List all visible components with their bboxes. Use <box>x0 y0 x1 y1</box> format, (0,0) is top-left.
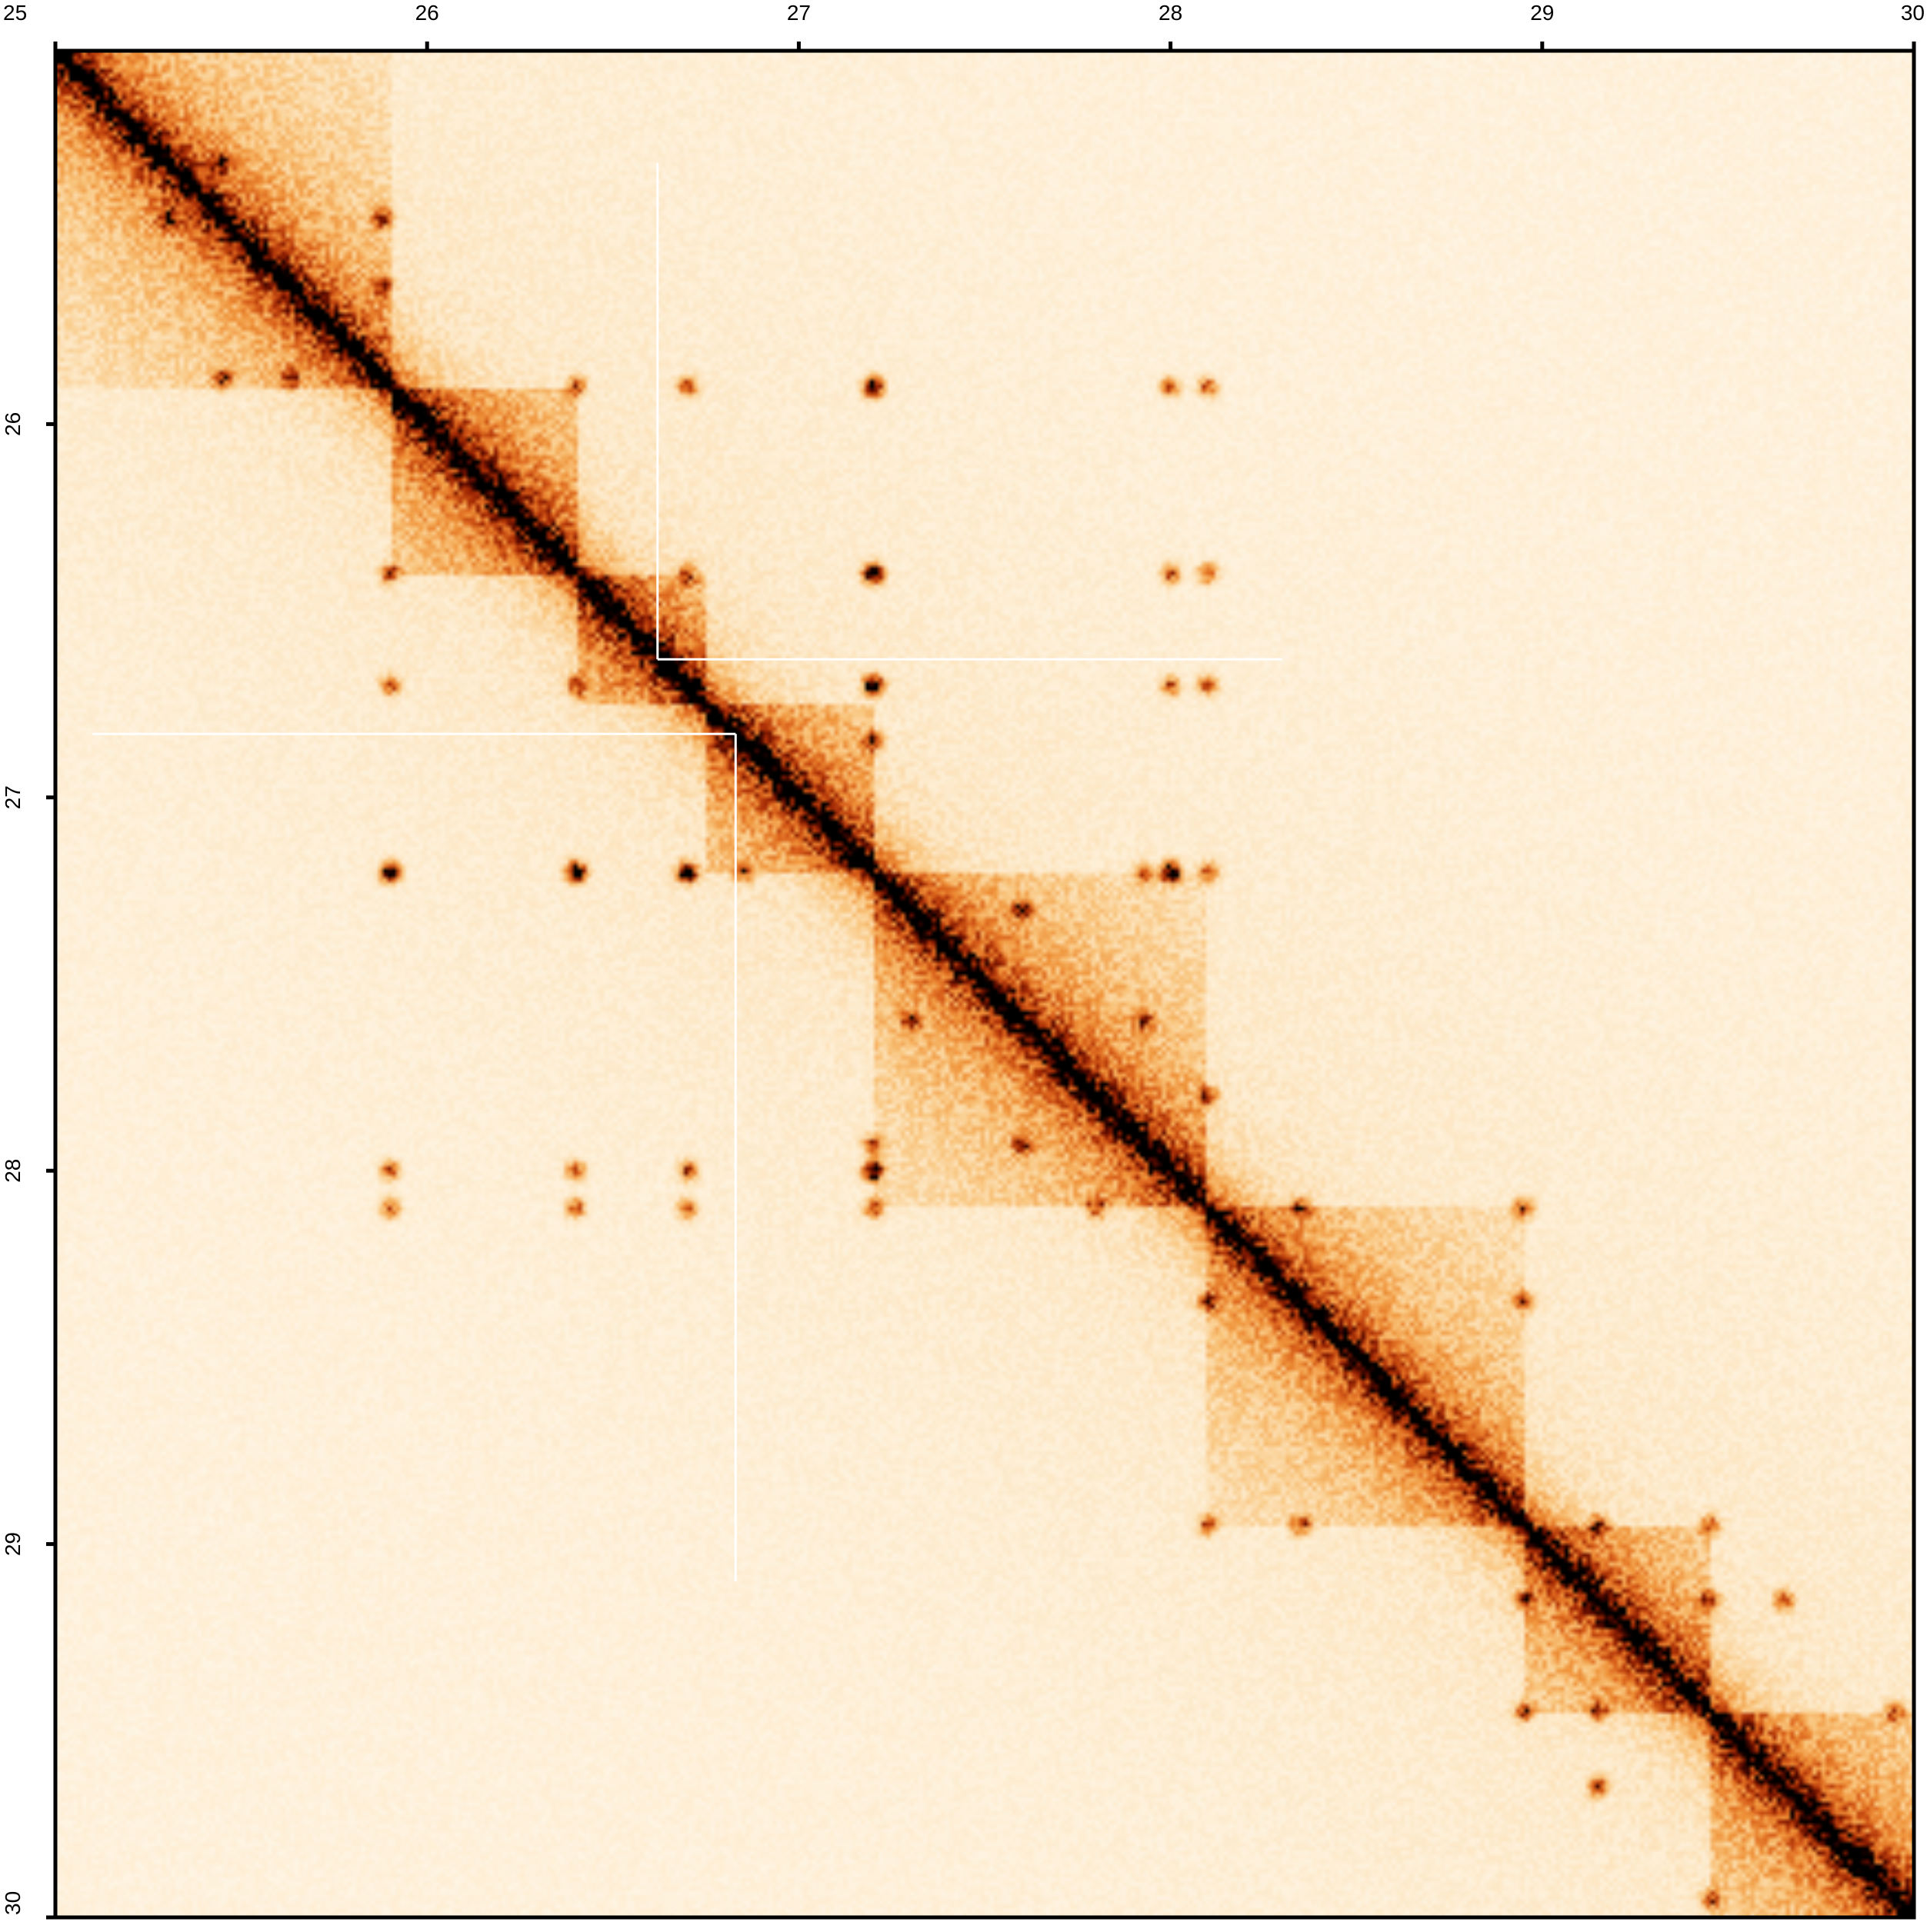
x-axis: 25 26 27 28 29 30 <box>3 1 1925 51</box>
x-tick-label-25: 25 <box>3 1 27 25</box>
plot-frame <box>53 48 1916 1920</box>
x-tick-label-28: 28 <box>1159 1 1182 25</box>
x-tick-label-26: 26 <box>415 1 439 25</box>
heatmap-image <box>55 51 1914 1917</box>
x-tick-label-27: 27 <box>787 1 811 25</box>
y-tick-label-30: 30 <box>1 1891 25 1915</box>
x-tick-label-29: 29 <box>1530 1 1554 25</box>
y-tick-label-28: 28 <box>1 1159 25 1183</box>
y-tick-label-27: 27 <box>1 785 25 809</box>
y-tick-label-29: 29 <box>1 1532 25 1556</box>
boundary-annotations <box>92 162 1282 1582</box>
y-axis: 26 27 28 29 30 <box>1 412 55 1920</box>
y-tick-label-26: 26 <box>1 412 25 436</box>
x-tick-label-30: 30 <box>1901 1 1925 25</box>
